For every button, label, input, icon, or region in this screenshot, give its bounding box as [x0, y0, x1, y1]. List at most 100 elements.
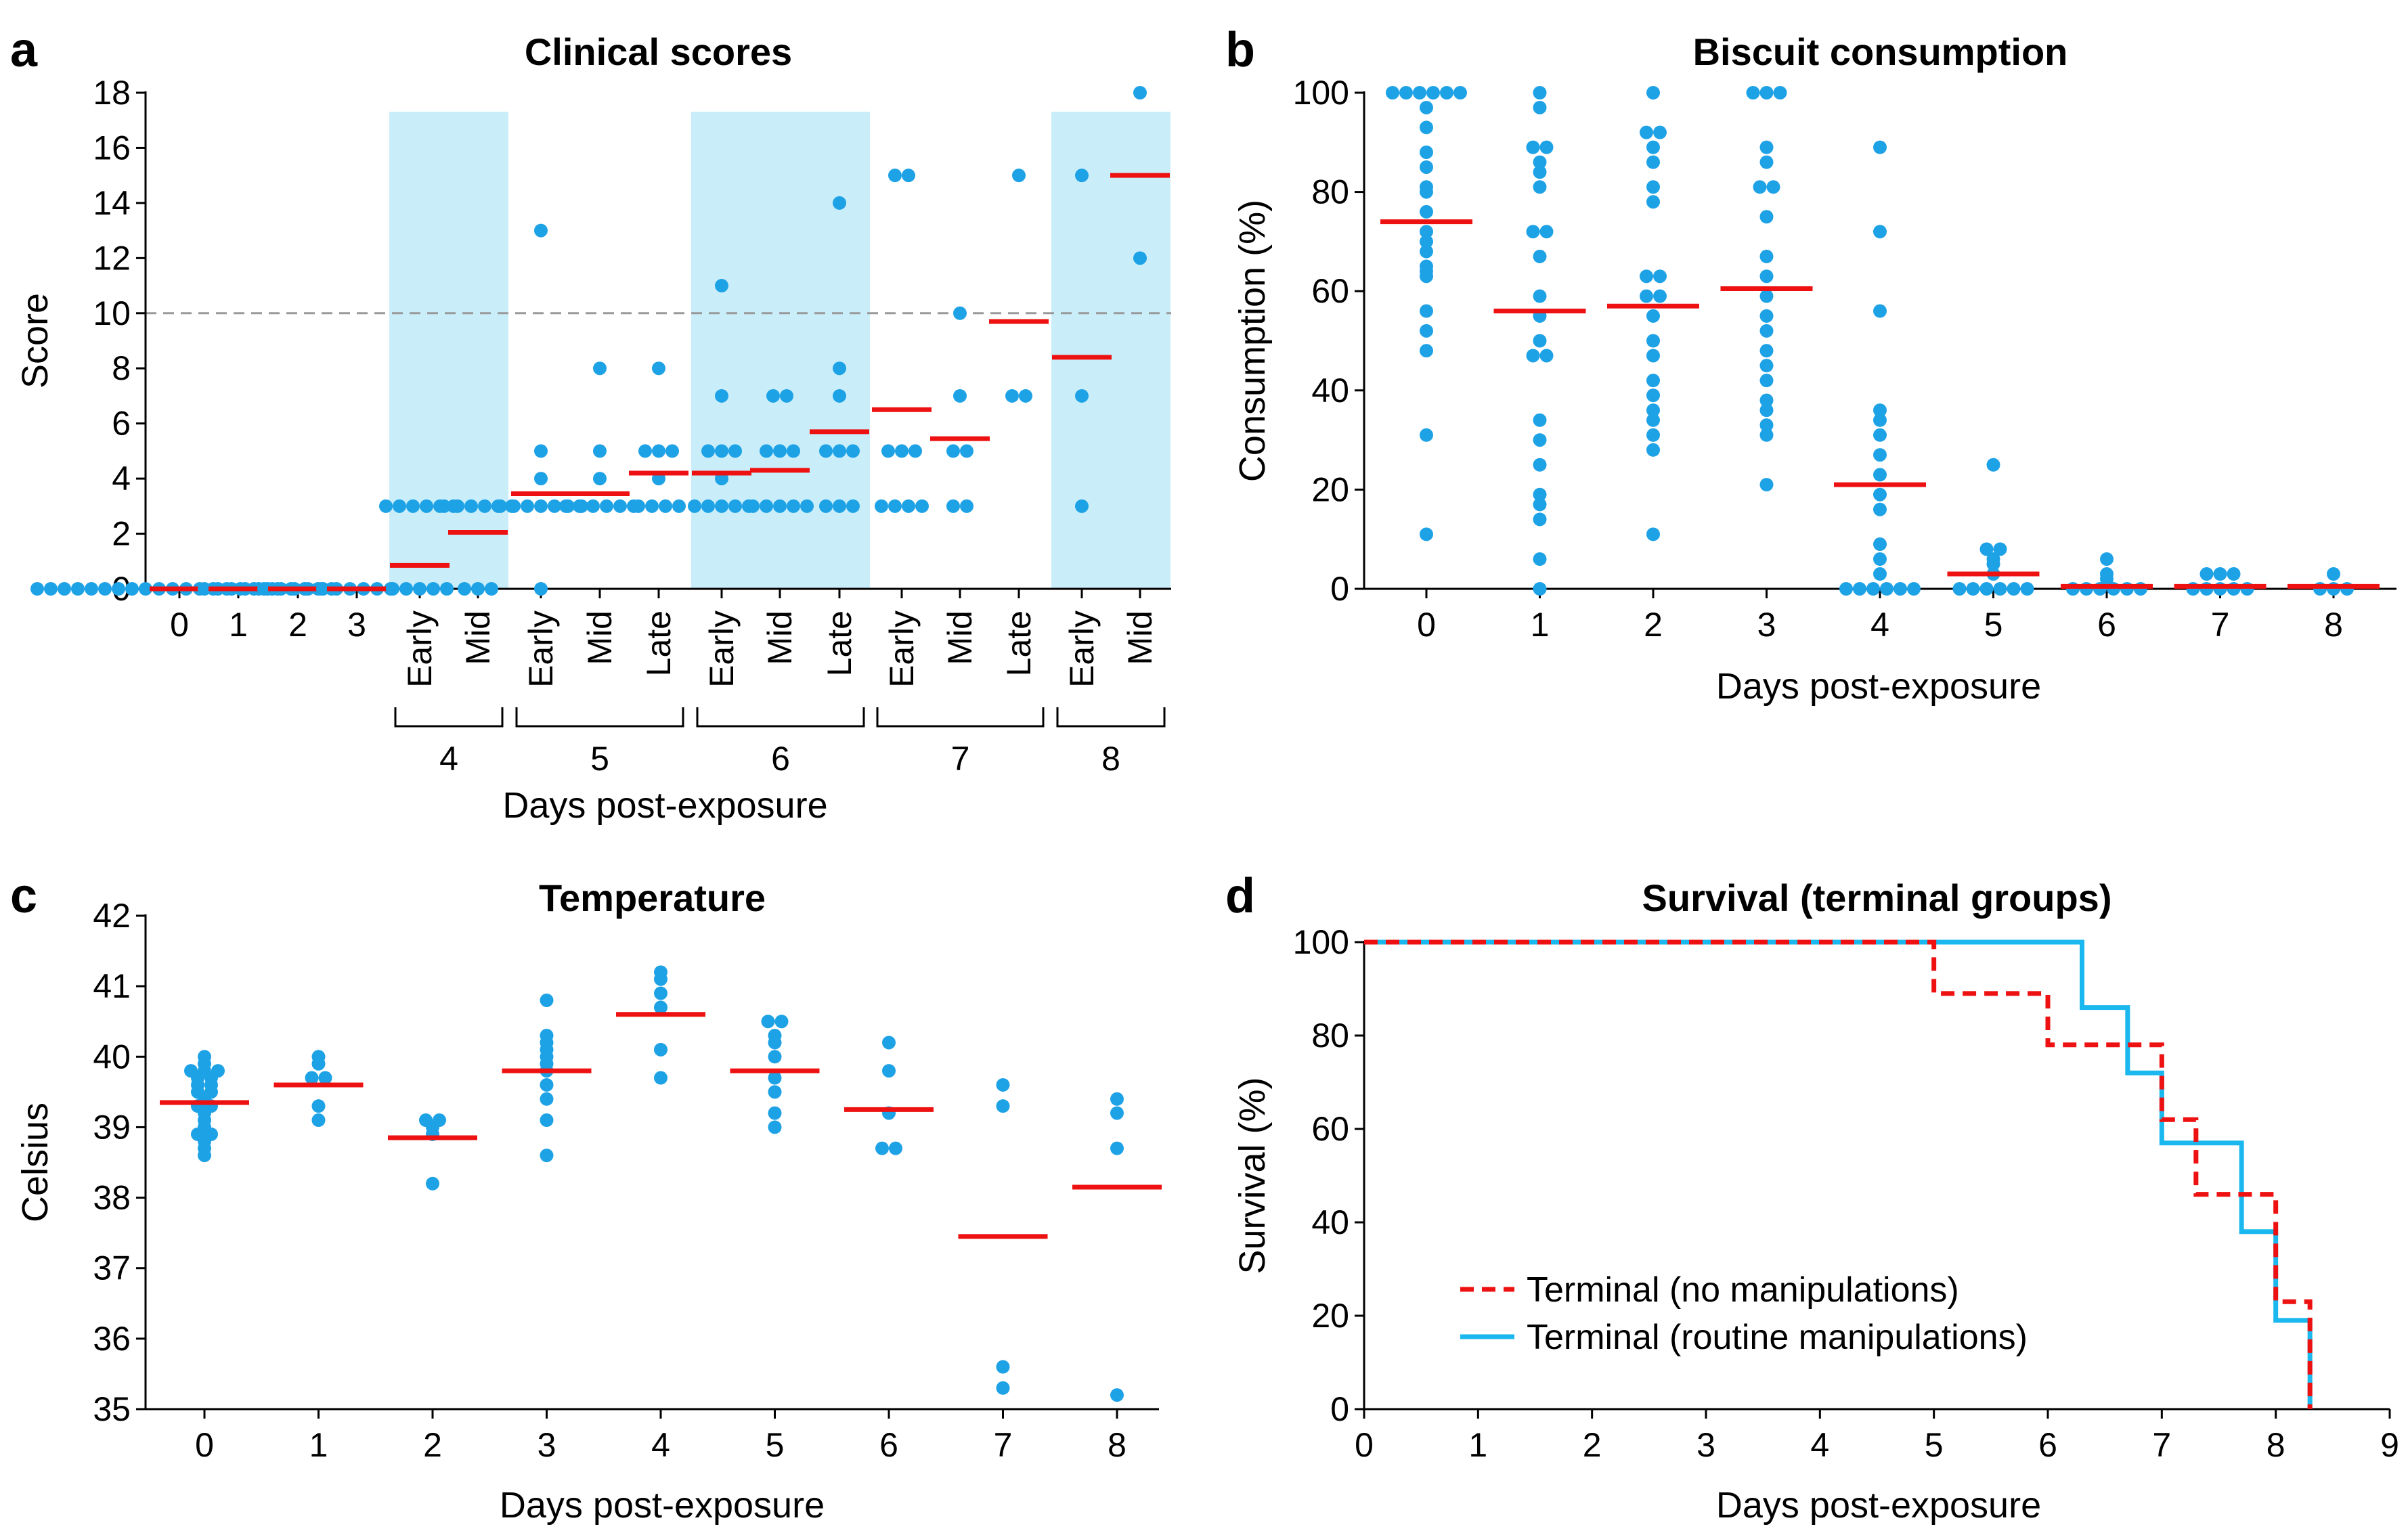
data-point [1759, 269, 1774, 284]
data-point [1133, 86, 1147, 99]
data-point [139, 582, 152, 596]
x-tick-label: 3 [538, 1426, 556, 1464]
chart-title: Biscuit consumption [1693, 30, 2068, 73]
data-point [1873, 413, 1887, 427]
data-point [2327, 567, 2340, 581]
data-point [2100, 572, 2114, 586]
y-tick-label: 2 [112, 515, 131, 553]
x-tick-label: 4 [651, 1426, 670, 1464]
data-point [889, 1141, 902, 1155]
data-point [1533, 413, 1547, 427]
data-point [819, 444, 833, 458]
data-point [471, 582, 485, 596]
data-point [1533, 552, 1547, 566]
x-tick-label: 2 [1583, 1426, 1602, 1464]
x-tick-label: Early [401, 610, 439, 688]
data-point [1539, 140, 1554, 154]
data-point [534, 582, 548, 596]
y-tick-label: 38 [93, 1179, 131, 1217]
data-point [1420, 120, 1433, 135]
data-point [768, 1085, 782, 1099]
data-point [701, 444, 715, 458]
x-tick-label: 3 [1696, 1426, 1715, 1464]
data-point [426, 582, 440, 596]
data-point [953, 388, 967, 403]
x-tick-label: 8 [2267, 1426, 2285, 1464]
data-point [888, 499, 902, 513]
data-point [1759, 393, 1774, 407]
day-bracket [515, 707, 684, 728]
y-axis-label: Survival (%) [1232, 1077, 1273, 1274]
data-point [833, 499, 846, 513]
data-point [672, 499, 686, 513]
panel-label: a [10, 23, 38, 77]
data-point [1759, 324, 1774, 338]
data-point [654, 1042, 667, 1057]
panel-b-biscuit-consumption: 0 20 40 60 80 100 0 1 2 3 4 5 6 7 8 Days post-exposure b… [1225, 23, 2396, 707]
data-point [1993, 542, 2007, 556]
data-point [1759, 374, 1774, 388]
data-point [1839, 582, 1853, 596]
x-tick-label: Mid [1121, 610, 1159, 665]
y-tick-label: 20 [1311, 470, 1349, 508]
y-tick-label: 4 [112, 460, 131, 497]
y-tick-label: 39 [93, 1108, 131, 1146]
x-tick-label: 0 [1355, 1426, 1374, 1464]
data-point [1873, 468, 1887, 482]
data-point [521, 499, 534, 513]
data-point [833, 361, 846, 376]
data-point [1759, 86, 1774, 99]
data-point [761, 1015, 775, 1029]
data-point [1759, 418, 1774, 432]
data-point [393, 499, 406, 513]
data-point [1759, 359, 1774, 373]
legend-label-no-manipulations: Terminal (no manipulations) [1527, 1270, 1959, 1310]
data-point [318, 1071, 332, 1085]
data-point [540, 1077, 554, 1092]
x-tick-label: 4 [1870, 606, 1889, 644]
data-point [715, 444, 728, 458]
data-point [1646, 428, 1660, 442]
data-point [440, 582, 454, 596]
data-point [593, 472, 607, 486]
data-point [1646, 403, 1660, 418]
data-point [540, 993, 554, 1007]
data-point [1533, 497, 1547, 512]
x-tick-label: 1 [1468, 1426, 1487, 1464]
data-point [1753, 180, 1767, 194]
x-tick-label: 5 [766, 1426, 785, 1464]
data-point [1873, 502, 1887, 516]
data-point [1653, 289, 1667, 303]
x-tick-label: Mid [761, 610, 799, 665]
data-point [44, 582, 58, 596]
data-point [1133, 251, 1147, 265]
data-point [420, 499, 433, 513]
data-point [71, 582, 85, 596]
data-point [996, 1077, 1010, 1092]
data-point [1640, 289, 1653, 303]
data-point [1533, 155, 1547, 169]
data-point [1539, 225, 1554, 239]
panel-a-clinical-scores: 0246810121416180123EarlyMidEarlyMidLateE… [10, 23, 1171, 826]
data-point [881, 444, 895, 458]
data-point [833, 196, 846, 210]
data-point [2100, 552, 2114, 566]
data-point [1759, 249, 1774, 263]
panel-label: c [10, 869, 37, 923]
data-point [1866, 582, 1880, 596]
data-point [1110, 1141, 1124, 1155]
data-point [688, 499, 701, 513]
day-group-label: 6 [771, 740, 790, 778]
shaded-band [691, 112, 870, 589]
data-point [413, 582, 426, 596]
data-point [2199, 567, 2214, 581]
y-tick-label: 12 [93, 239, 131, 277]
data-point [1759, 155, 1774, 169]
data-point [768, 1036, 782, 1050]
y-axis-label: Consumption (%) [1232, 200, 1273, 482]
data-point [2227, 567, 2241, 581]
data-point [1533, 582, 1547, 596]
y-tick-label: 41 [93, 967, 131, 1005]
x-axis-label: Days post-exposure [500, 1485, 825, 1526]
data-point [1873, 304, 1887, 318]
